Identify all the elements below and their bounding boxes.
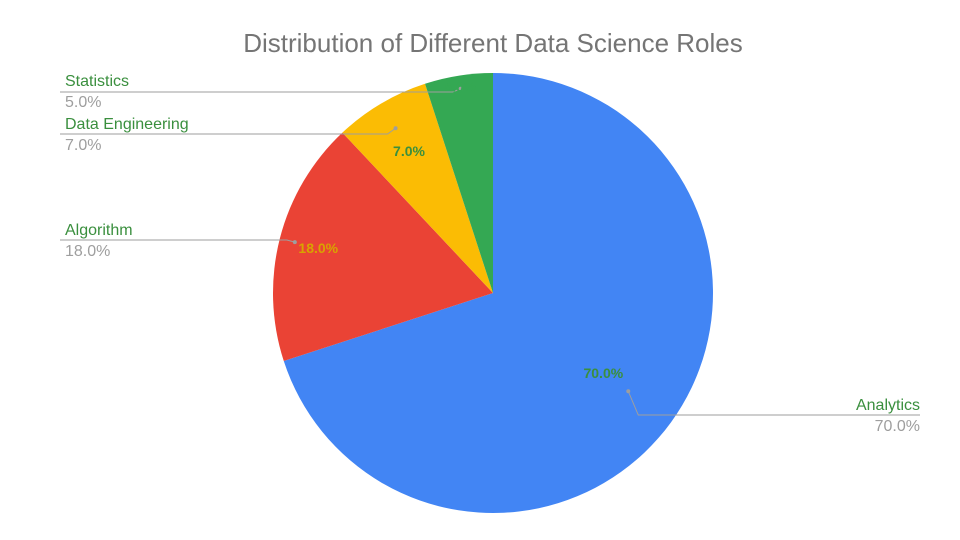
external-label-algorithm: Algorithm [65, 222, 133, 239]
inner-label-analytics: 70.0% [583, 365, 623, 381]
external-label-data-engineering: Data Engineering [65, 116, 189, 133]
leader-line-data-engineering [60, 127, 396, 135]
inner-label-data-engineering: 7.0% [393, 143, 425, 159]
slice-algorithm [273, 132, 493, 361]
external-percent-algorithm: 18.0% [65, 243, 110, 260]
leader-dot-statistics [458, 86, 463, 91]
leader-line-analytics [627, 391, 920, 416]
external-percent-statistics: 5.0% [65, 94, 101, 111]
leader-dot-data-engineering [393, 126, 398, 131]
leader-lines-layer [60, 86, 920, 416]
external-label-statistics: Statistics [65, 73, 129, 90]
slice-statistics [425, 73, 493, 293]
chart-title: Distribution of Different Data Science R… [243, 28, 743, 58]
external-percent-data-engineering: 7.0% [65, 137, 101, 154]
leader-dot-algorithm [292, 240, 297, 245]
slices-layer [273, 73, 713, 513]
slice-analytics [283, 73, 713, 513]
inner-label-statistics: 5.0% [444, 79, 476, 95]
inner-label-algorithm: 18.0% [298, 240, 338, 256]
leader-line-algorithm [60, 239, 295, 243]
leader-dot-analytics [626, 389, 631, 394]
external-label-analytics: Analytics [856, 397, 920, 414]
labels-layer: 70.0% Analytics 70.0% 18.0% Algorithm 18.0% 7.… [65, 73, 920, 435]
leader-line-statistics [60, 88, 461, 93]
slice-data-engineering [342, 83, 493, 293]
external-percent-analytics: 70.0% [875, 418, 920, 435]
